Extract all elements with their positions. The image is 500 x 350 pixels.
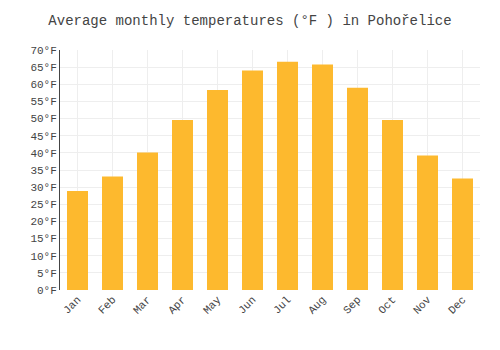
svg-text:May: May (201, 294, 224, 317)
svg-text:5°F: 5°F (37, 268, 57, 280)
svg-text:0°F: 0°F (37, 285, 57, 297)
svg-text:Jul: Jul (271, 294, 293, 316)
svg-text:Dec: Dec (446, 294, 468, 316)
svg-text:Jan: Jan (61, 294, 83, 316)
svg-text:Average monthly temperatures (: Average monthly temperatures (°F ) in Po… (48, 13, 451, 29)
svg-text:Mar: Mar (131, 294, 153, 316)
svg-text:Jun: Jun (236, 294, 258, 316)
svg-text:40°F: 40°F (30, 148, 56, 160)
svg-text:Feb: Feb (96, 294, 118, 316)
svg-text:55°F: 55°F (30, 96, 56, 108)
svg-text:50°F: 50°F (30, 113, 56, 125)
svg-text:Oct: Oct (376, 294, 398, 316)
svg-text:60°F: 60°F (30, 79, 56, 91)
svg-text:20°F: 20°F (30, 216, 56, 228)
svg-text:45°F: 45°F (30, 131, 56, 143)
svg-text:Sep: Sep (341, 294, 363, 316)
svg-text:Nov: Nov (411, 294, 434, 317)
svg-text:Aug: Aug (306, 294, 328, 316)
svg-text:70°F: 70°F (30, 45, 56, 57)
svg-text:25°F: 25°F (30, 199, 56, 211)
svg-text:10°F: 10°F (30, 251, 56, 263)
svg-text:15°F: 15°F (30, 233, 56, 245)
svg-text:65°F: 65°F (30, 62, 56, 74)
svg-text:Apr: Apr (166, 294, 188, 316)
svg-text:35°F: 35°F (30, 165, 56, 177)
svg-text:30°F: 30°F (30, 182, 56, 194)
